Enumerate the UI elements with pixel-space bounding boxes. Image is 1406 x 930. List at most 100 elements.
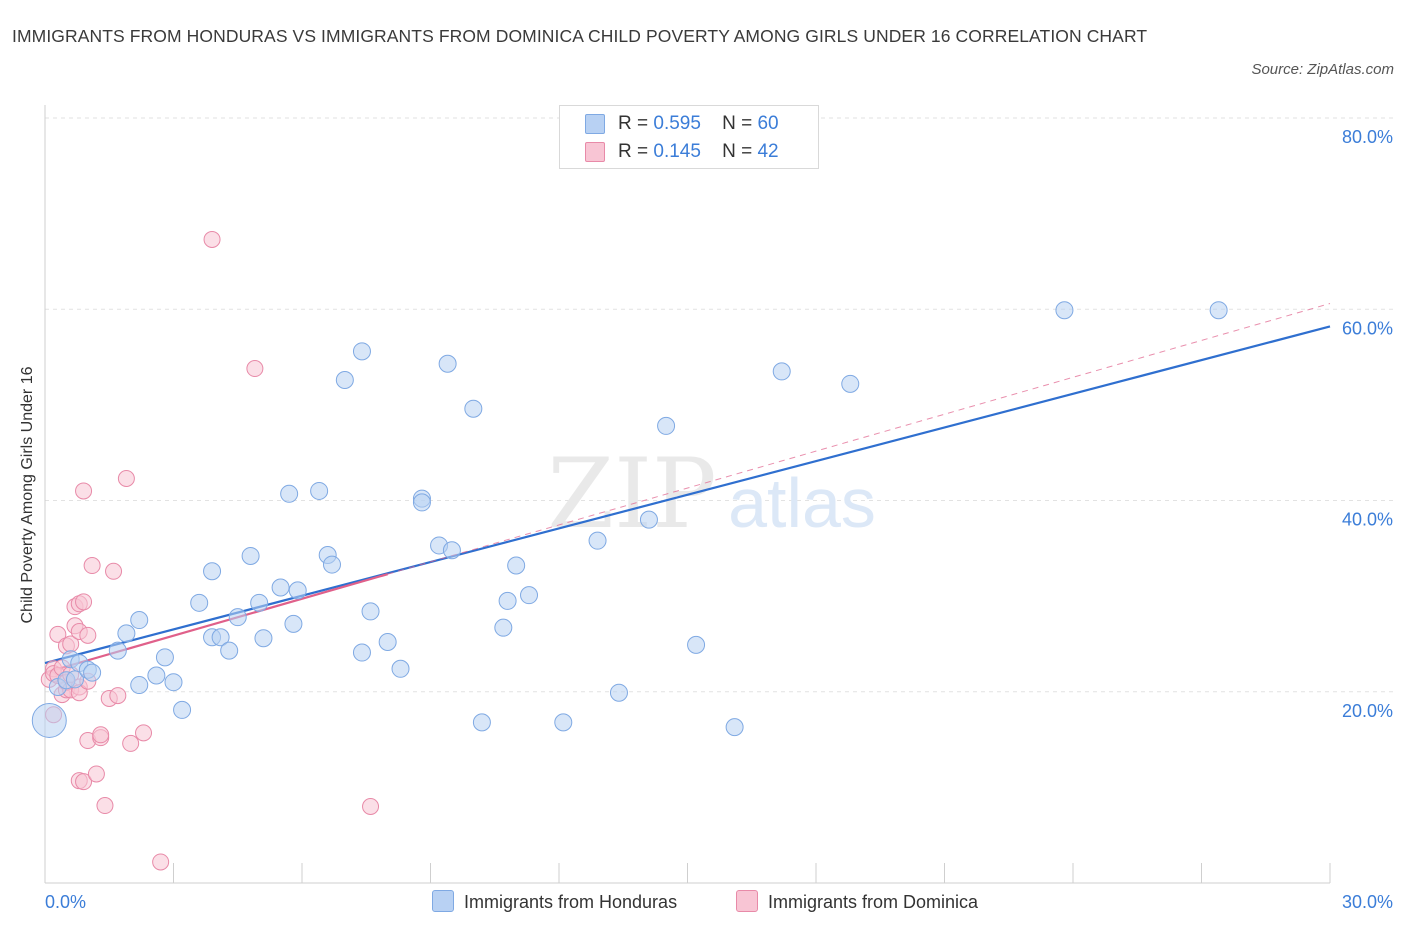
honduras-point [609, 683, 628, 702]
dominica-n-value: 42 [757, 141, 779, 162]
honduras-points [31, 301, 1228, 738]
honduras-point [554, 713, 573, 732]
honduras-point [280, 484, 299, 503]
r-label: R = [618, 113, 649, 134]
dominica-trend-line [44, 573, 388, 674]
watermark-atlas: atlas [728, 464, 876, 542]
honduras-point [352, 342, 371, 361]
n-label: N = [722, 141, 753, 162]
honduras-point [271, 578, 290, 597]
honduras-point [361, 602, 380, 621]
dominica-point [79, 626, 97, 644]
dominica-point [96, 797, 114, 815]
dominica-point [83, 557, 101, 575]
grid-lines [45, 117, 1395, 693]
dominica-point [109, 687, 127, 705]
honduras-point [288, 581, 307, 600]
dominica-point [75, 593, 93, 611]
honduras-point [378, 633, 397, 652]
honduras-point [31, 702, 67, 738]
honduras-point [657, 416, 676, 435]
legend-text-dominica: R = 0.145 N = 42 [618, 140, 779, 164]
honduras-point [725, 718, 744, 737]
y-tick-label: 80.0% [1342, 127, 1393, 147]
tick-labels: 20.0% 40.0% 60.0% 80.0% 0.0% 30.0% [45, 127, 1393, 912]
honduras-point [83, 663, 102, 682]
honduras-point [520, 586, 539, 605]
honduras-legend-label: Immigrants from Honduras [464, 892, 678, 912]
honduras-legend-swatch [432, 890, 454, 912]
honduras-point [130, 676, 149, 695]
dominica-legend-swatch [736, 890, 758, 912]
chart-title: IMMIGRANTS FROM HONDURAS VS IMMIGRANTS F… [12, 26, 1148, 46]
dominica-r-value: 0.145 [653, 141, 701, 162]
y-tick-label: 40.0% [1342, 510, 1393, 530]
honduras-point [494, 618, 513, 637]
honduras-point [241, 546, 260, 565]
dominica-point [87, 765, 105, 783]
dominica-point [92, 726, 110, 744]
axes [44, 105, 1331, 884]
honduras-n-value: 60 [757, 113, 779, 134]
dominica-point [203, 230, 221, 248]
honduras-point [498, 591, 517, 610]
honduras-point [1055, 301, 1074, 320]
source-label: Source: ZipAtlas.com [1251, 61, 1394, 78]
legend-item-honduras: Immigrants from Honduras [432, 890, 677, 913]
honduras-point [254, 629, 273, 648]
honduras-point [211, 628, 230, 647]
honduras-point [412, 493, 431, 512]
honduras-point [438, 354, 457, 373]
honduras-point [173, 700, 192, 719]
y-tick-label: 60.0% [1342, 318, 1393, 338]
honduras-point [588, 531, 607, 550]
dominica-point [49, 625, 67, 643]
n-label: N = [722, 113, 753, 134]
dominica-legend-label: Immigrants from Dominica [768, 892, 979, 912]
dominica-swatch [585, 142, 605, 162]
honduras-point [472, 713, 491, 732]
honduras-point [507, 556, 526, 575]
r-label: R = [618, 141, 649, 162]
honduras-point [250, 593, 269, 612]
dominica-point [362, 798, 380, 815]
dominica-point [75, 482, 93, 500]
dominica-point [122, 734, 140, 752]
dominica-point [105, 562, 123, 580]
honduras-point [687, 635, 706, 654]
honduras-point [1209, 301, 1228, 320]
honduras-point [117, 624, 136, 643]
dominica-point [152, 853, 170, 871]
honduras-point [203, 562, 222, 581]
honduras-point [464, 399, 483, 418]
honduras-point [284, 614, 303, 633]
honduras-r-value: 0.595 [653, 113, 701, 134]
honduras-point [772, 362, 791, 381]
honduras-point [391, 659, 410, 678]
honduras-point [164, 673, 183, 692]
legend-text-honduras: R = 0.595 N = 60 [618, 112, 779, 136]
x-tick-label: 30.0% [1342, 892, 1393, 912]
honduras-point [335, 371, 354, 390]
honduras-point [147, 666, 166, 685]
x-tick-label: 0.0% [45, 892, 86, 912]
honduras-point [130, 611, 149, 630]
dominica-point [75, 773, 93, 791]
dominica-point [246, 360, 264, 378]
dominica-trend-line [387, 303, 1331, 575]
honduras-point [220, 641, 239, 660]
honduras-point [322, 555, 341, 574]
honduras-point [352, 643, 371, 662]
y-tick-label: 20.0% [1342, 701, 1393, 721]
honduras-point [639, 510, 658, 529]
honduras-swatch [585, 114, 605, 134]
honduras-point [841, 374, 860, 393]
dominica-point [135, 724, 153, 742]
dominica-point [117, 470, 135, 488]
honduras-point [190, 593, 209, 612]
honduras-point [108, 641, 127, 660]
honduras-point [155, 648, 174, 667]
honduras-point [442, 541, 461, 560]
honduras-point [310, 481, 329, 500]
